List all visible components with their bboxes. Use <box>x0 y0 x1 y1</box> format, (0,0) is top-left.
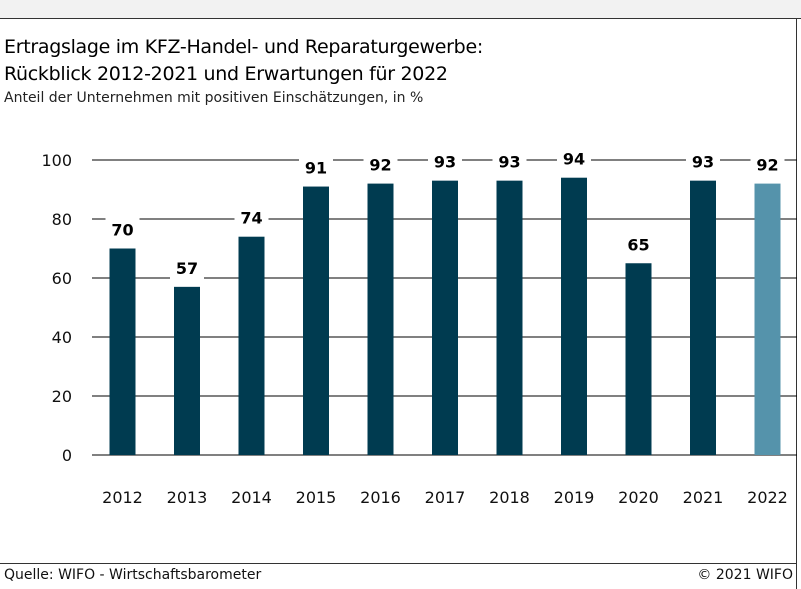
chart-title: Ertragslage im KFZ-Handel- und Reparatur… <box>4 34 794 88</box>
x-tick-label: 2015 <box>296 488 337 507</box>
bar <box>561 177 587 455</box>
bar <box>238 236 265 455</box>
y-tick-label: 60 <box>52 269 72 288</box>
top-band <box>0 0 801 19</box>
data-label: 57 <box>176 259 198 278</box>
x-tick-label: 2021 <box>683 488 724 507</box>
chart-subtitle: Anteil der Unternehmen mit positiven Ein… <box>4 90 424 106</box>
data-label: 94 <box>563 150 585 169</box>
bar <box>109 248 136 455</box>
y-tick-label: 0 <box>62 446 72 465</box>
x-tick-label: 2014 <box>231 488 272 507</box>
y-tick-label: 80 <box>52 210 72 229</box>
x-tick-label: 2016 <box>360 488 401 507</box>
bar <box>496 180 523 455</box>
bar <box>690 180 716 455</box>
y-tick-label: 40 <box>52 328 72 347</box>
bar <box>432 180 458 455</box>
data-label: 93 <box>498 153 520 172</box>
x-tick-label: 2017 <box>425 488 466 507</box>
data-label: 93 <box>692 153 714 172</box>
right-border <box>796 18 797 589</box>
chart-title-line2: Rückblick 2012-2021 und Erwartungen für … <box>4 63 448 85</box>
x-tick-label: 2012 <box>102 488 143 507</box>
chart-title-line1: Ertragslage im KFZ-Handel- und Reparatur… <box>4 36 483 58</box>
x-tick-label: 2022 <box>747 488 788 507</box>
bar <box>303 186 329 456</box>
data-label: 65 <box>627 235 649 254</box>
x-tick-label: 2019 <box>554 488 595 507</box>
y-tick-label: 20 <box>52 387 72 406</box>
source-note: Quelle: WIFO - Wirtschaftsbarometer <box>4 567 262 583</box>
x-tick-label: 2013 <box>167 488 208 507</box>
data-label: 92 <box>756 156 778 175</box>
bar-forecast <box>754 183 781 455</box>
data-label: 92 <box>369 156 391 175</box>
data-label: 93 <box>434 153 456 172</box>
bar <box>625 263 652 455</box>
footer-divider <box>0 563 797 564</box>
data-label: 91 <box>305 159 327 178</box>
data-label: 74 <box>240 209 262 228</box>
bar <box>367 183 394 455</box>
data-label: 70 <box>111 221 133 240</box>
x-tick-label: 2018 <box>489 488 530 507</box>
x-tick-label: 2020 <box>618 488 659 507</box>
y-tick-label: 100 <box>41 151 72 170</box>
bar <box>174 286 200 455</box>
copyright-note: © 2021 WIFO <box>697 567 793 583</box>
